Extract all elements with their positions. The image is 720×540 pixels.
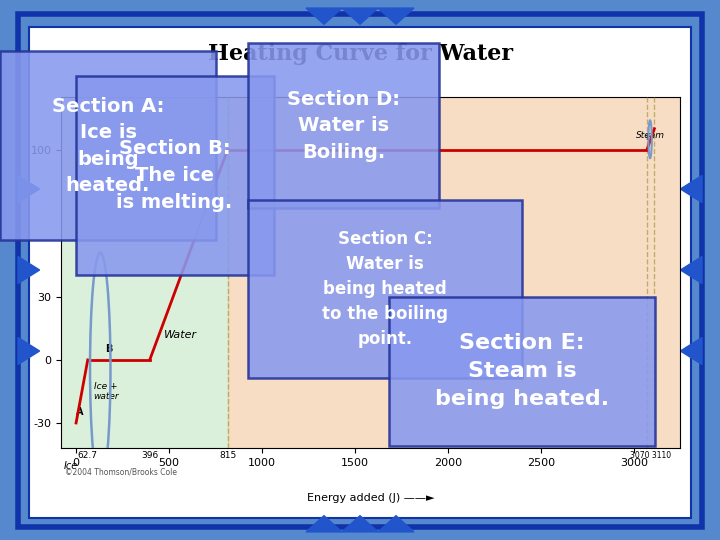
Polygon shape [18,338,40,364]
Polygon shape [680,256,702,284]
Polygon shape [378,8,414,24]
X-axis label: Energy added (J) ——►: Energy added (J) ——► [307,493,435,503]
Bar [61,97,228,448]
Text: Section D:
Water is
Boiling.: Section D: Water is Boiling. [287,90,400,161]
Polygon shape [342,516,378,532]
Text: 62.7: 62.7 [78,451,98,461]
Text: Section C:
Water is
being heated
to the boiling
point.: Section C: Water is being heated to the … [322,230,448,348]
Text: Heating Curve for Water: Heating Curve for Water [207,43,513,65]
Text: Water: Water [163,330,197,340]
Polygon shape [680,338,702,364]
Polygon shape [306,8,342,24]
Text: Section A:
Ice is
being
heated.: Section A: Ice is being heated. [52,97,164,195]
Text: Section E:
Steam is
being heated.: Section E: Steam is being heated. [435,333,609,409]
Text: ©2004 Thomson/Brooks Cole: ©2004 Thomson/Brooks Cole [65,467,177,476]
Polygon shape [18,176,40,202]
Polygon shape [378,516,414,532]
Text: Ice +
water: Ice + water [93,382,119,401]
Bar [228,97,680,448]
Text: 396: 396 [141,451,158,461]
Text: 3070 3110: 3070 3110 [630,451,671,461]
Polygon shape [18,256,40,284]
Text: Ice: Ice [63,461,78,471]
Text: Steam: Steam [636,131,665,139]
Polygon shape [680,176,702,202]
Text: Section B:
The ice
is melting.: Section B: The ice is melting. [117,139,233,212]
Polygon shape [306,516,342,532]
Text: F: F [645,133,650,141]
Text: B: B [105,345,112,354]
Text: 815: 815 [219,451,236,461]
FancyBboxPatch shape [29,27,691,518]
Text: A: A [76,408,84,417]
Polygon shape [342,8,378,24]
